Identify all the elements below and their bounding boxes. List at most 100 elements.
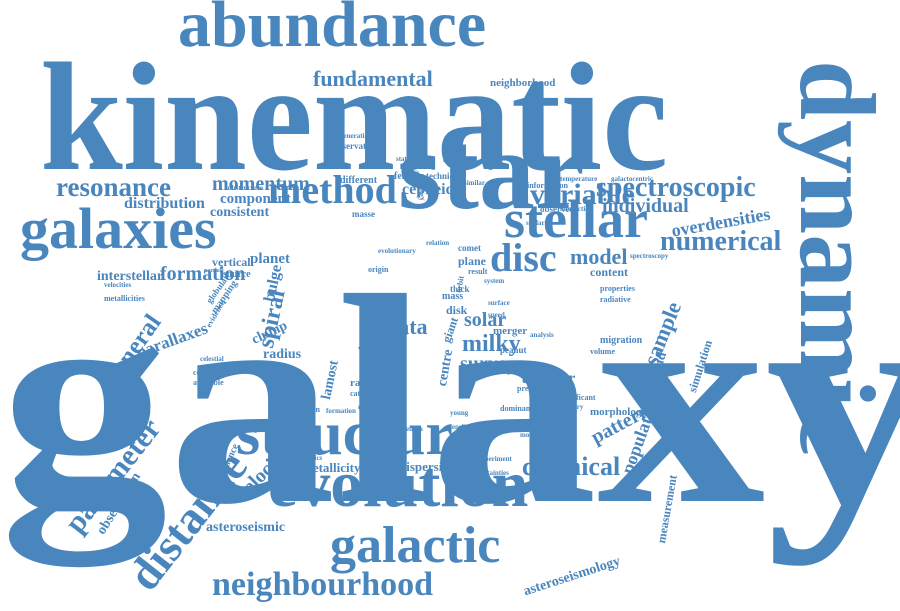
word-survey-46: survey [460, 353, 517, 375]
word-information-88: information [527, 181, 568, 190]
word-system-104: system [484, 277, 505, 285]
word-plane-75: plane [458, 254, 487, 268]
word-celestial-102: celestial [200, 355, 224, 363]
word-disk-62: disk [446, 303, 468, 317]
word-density-121: density [448, 423, 470, 431]
word-neighborhood-21: neighborhood [490, 77, 556, 89]
word-metallicities-97: metallicities [104, 294, 145, 303]
word-spectroscopy-90: spectroscopy [630, 252, 669, 260]
word-velocities-98: velocities [104, 281, 132, 289]
word-neighbourhood-12: neighbourhood [212, 566, 434, 603]
word-precise-109: precise [517, 384, 541, 393]
word-fundamental-20: fundamental [313, 66, 433, 91]
word-structure-5: structure [236, 400, 480, 468]
word-particle-93: particle [204, 268, 224, 274]
word-statistic-84: statistic [396, 155, 419, 163]
word-data-43: data [386, 314, 428, 339]
word-consistent-30: consistent [210, 205, 270, 220]
word-numerical-18: numerical [660, 226, 782, 257]
word-radius-40: radius [263, 347, 302, 362]
word-experiment-115: experiment [478, 455, 512, 463]
word-dispersion-53: dispersion [399, 459, 457, 474]
word-source-92: source [223, 269, 251, 280]
word-angular-47: angular [522, 370, 576, 387]
word-galaxies-7: galaxies [20, 196, 217, 261]
word-collapsar-100: collapsar [193, 368, 225, 377]
word-star-2: star [398, 109, 585, 233]
word-mass-80: mass [442, 291, 464, 302]
word-observed-89: observed [540, 204, 575, 214]
word-milky-44: milky [462, 331, 521, 357]
word-volume-111: volume [590, 347, 615, 356]
word-feature-82: feature [394, 171, 425, 182]
word-galactocentric-122: galactocentric [611, 175, 653, 183]
word-properties-105: properties [600, 284, 635, 293]
word-substructure-113: substructure [225, 184, 263, 192]
word-variable-17: variable [530, 178, 635, 211]
word-distribution-28: distribution [124, 195, 205, 212]
word-available-101: available [193, 378, 224, 387]
word-generation-87: generation [340, 132, 372, 140]
word-dominant-70: dominant [500, 404, 533, 413]
word-strength-120: strength [398, 425, 423, 433]
word-origin-79: origin [368, 265, 389, 274]
word-analysis-107: analysis [530, 331, 554, 339]
word-evolutionary-117: evolutionary [378, 247, 416, 255]
word-evolution-6: evolution [268, 448, 529, 521]
word-planet-36: planet [250, 251, 291, 267]
word-comet-76: comet [458, 243, 481, 253]
word-uncertainties-112: uncertainties [470, 469, 509, 477]
word-formation-127: formation [326, 407, 356, 415]
word-stellar-9: stellar [504, 189, 648, 249]
word-metallicity-52: metallicity [302, 460, 361, 475]
word-observatory-86: observatory [333, 141, 379, 151]
word-similar-124: similar [464, 179, 485, 187]
word-radiative-106: radiative [600, 295, 631, 304]
word-cluster-66: cluster [358, 401, 390, 413]
word-vertical-35: vertical [212, 255, 251, 269]
word-kinematics-114: kinematics [290, 454, 323, 462]
word-radial-67: radial [350, 377, 379, 389]
word-significant-71: significant [560, 393, 596, 402]
word-relation-123: relation [426, 239, 450, 247]
word-resonance-15: resonance [56, 172, 171, 202]
word-disc-10: disc [490, 235, 557, 280]
word-interstellar-34: interstellar [97, 269, 164, 284]
word-neutron-69: neutron [293, 405, 320, 414]
word-migration-72: migration [600, 335, 643, 346]
word-individual-22: individual [602, 195, 689, 217]
word-momentum-27: momentum [212, 173, 310, 195]
word-formation-33: formation [160, 263, 246, 285]
word-technique-83: technique [426, 171, 464, 181]
word-thick-74: thick [450, 284, 470, 294]
word-galactic-8: galactic [330, 517, 501, 574]
word-young-128: young [450, 409, 469, 417]
word-spectroscopic-16: spectroscopic [596, 172, 756, 203]
word-solar-45: solar [464, 309, 507, 331]
word-dynamic-3: dynamic [777, 60, 896, 457]
word-discovery-110: discovery [555, 403, 584, 411]
word-asteroseismic-54: asteroseismic [206, 520, 286, 535]
word-merger-61: merger [493, 325, 528, 337]
word-result-78: result [468, 267, 488, 276]
word-morphology-59: morphology [590, 406, 647, 418]
word-masse-81: masse [352, 209, 375, 219]
word-speed-103: speed [488, 311, 505, 319]
word-model-19: model [570, 244, 628, 269]
word-abundance-4: abundance [178, 0, 487, 61]
word-transfer-99: transfer [266, 363, 294, 372]
word-kinematic-1: kinematic [40, 31, 669, 203]
word-molecular-118: molecular [520, 431, 550, 439]
word-catalog-108: catalog [350, 389, 375, 398]
word-method-11: method [268, 167, 397, 212]
word-different-85: different [340, 175, 378, 186]
word-temperature-116: temperature [560, 175, 598, 183]
word-galaxy-0: galaxy [0, 234, 900, 566]
word-stellar-125: stellar [526, 219, 545, 227]
word-interaction-91: interaction [560, 205, 593, 213]
word-peanut-73: peanut [500, 345, 527, 355]
word-chemical-23: chemical [522, 452, 621, 481]
word-content-60: content [590, 265, 628, 279]
word-cepheid-31: cepheid [402, 181, 455, 198]
